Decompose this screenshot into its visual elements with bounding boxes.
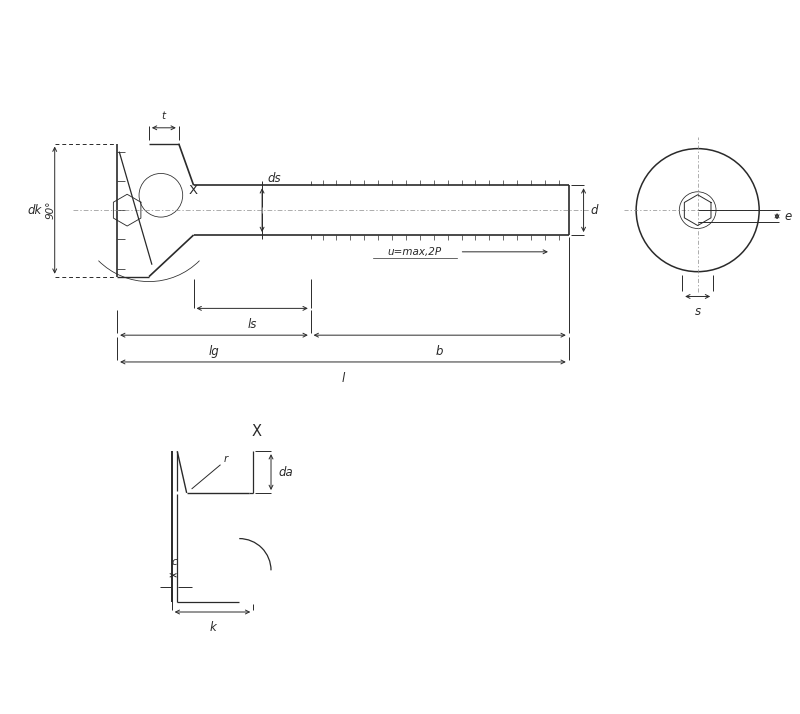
Text: s: s — [694, 306, 701, 318]
Text: lg: lg — [209, 345, 219, 358]
Text: d: d — [590, 203, 598, 216]
Text: u=max,2P: u=max,2P — [388, 247, 442, 257]
Text: c: c — [172, 558, 178, 568]
Text: X: X — [251, 424, 261, 439]
Text: 90°: 90° — [46, 201, 56, 219]
Text: dk: dk — [27, 203, 42, 216]
Text: b: b — [436, 345, 443, 358]
Text: ds: ds — [267, 172, 281, 186]
Text: X: X — [189, 183, 198, 197]
Text: ls: ls — [247, 318, 257, 331]
Text: r: r — [223, 453, 228, 463]
Text: l: l — [342, 372, 345, 385]
Text: k: k — [209, 621, 216, 634]
Text: e: e — [784, 210, 791, 223]
Text: t: t — [162, 111, 166, 121]
Text: da: da — [278, 466, 293, 478]
